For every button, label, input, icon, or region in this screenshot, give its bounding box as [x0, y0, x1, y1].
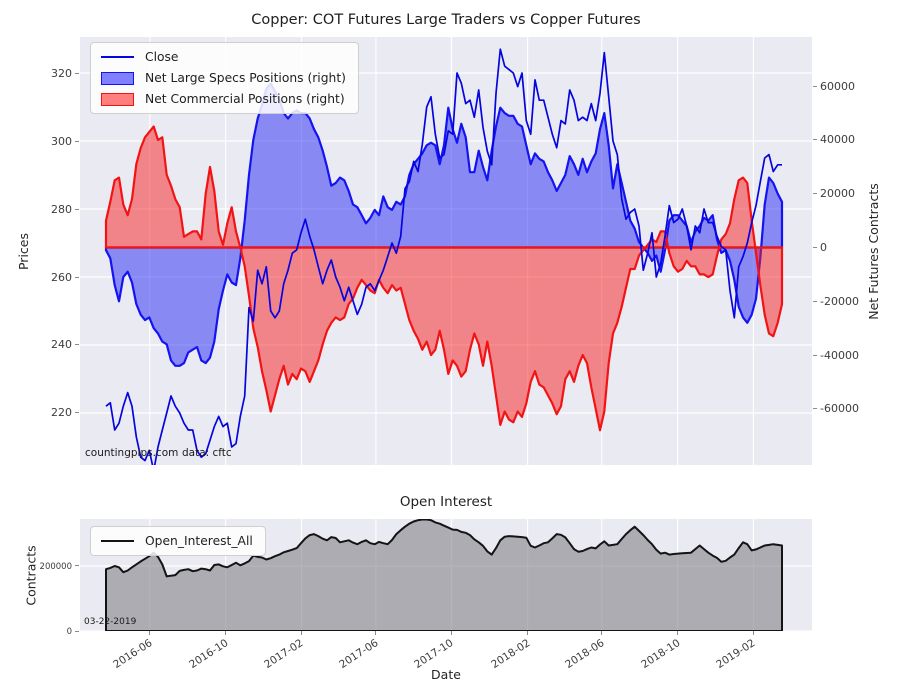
tick-mark	[813, 247, 817, 248]
contracts-tick-label: 0	[820, 241, 827, 254]
commercials-area-swatch	[101, 92, 134, 106]
close-line-swatch	[101, 56, 134, 58]
contracts-tick-label: -60000	[820, 402, 859, 416]
legend-label-commercials: Net Commercial Positions (right)	[145, 92, 345, 106]
price-tick-label: 280	[51, 202, 72, 216]
oi-tick-label: 0	[66, 627, 72, 637]
main-chart-title: Copper: COT Futures Large Traders vs Cop…	[251, 12, 641, 28]
tick-mark	[149, 631, 151, 635]
left-axis-label: Prices	[15, 232, 31, 270]
specs-area-swatch	[101, 71, 134, 85]
price-tick-label: 320	[51, 66, 72, 80]
contracts-tick-label: -20000	[820, 294, 859, 308]
price-tick-label: 220	[51, 406, 72, 420]
contracts-tick-label: -40000	[820, 348, 859, 362]
contracts-tick-label: 20000	[820, 187, 855, 201]
tick-mark	[75, 208, 79, 210]
oi-tick-label: 200000	[39, 561, 72, 572]
tick-mark	[225, 631, 227, 635]
contracts-tick-label: 40000	[820, 133, 855, 147]
legend-item-open-interest: Open_Interest_All	[101, 534, 253, 548]
price-tick-label: 300	[51, 134, 72, 148]
price-tick-label: 240	[51, 338, 72, 352]
tick-mark	[813, 408, 817, 410]
report-date-annotation: 03-22-2019	[84, 617, 137, 627]
tick-mark	[75, 72, 79, 74]
tick-mark	[300, 631, 302, 635]
oi-chart-title: Open Interest	[399, 494, 493, 510]
tick-mark	[601, 631, 603, 635]
tick-mark	[75, 412, 79, 414]
watermark-text: countingpips.com	[85, 447, 179, 459]
legend-item-commercials: Net Commercial Positions (right)	[101, 92, 346, 106]
tick-mark	[450, 631, 452, 635]
tick-mark	[752, 631, 754, 635]
oi-chart-legend[interactable]: Open_Interest_All	[90, 526, 266, 556]
tick-mark	[527, 631, 529, 635]
legend-item-specs: Net Large Specs Positions (right)	[101, 71, 346, 85]
tick-mark	[75, 276, 79, 278]
legend-label-specs: Net Large Specs Positions (right)	[145, 71, 346, 85]
tick-mark	[75, 630, 79, 632]
tick-mark	[75, 565, 79, 567]
tick-mark	[813, 85, 817, 87]
tick-mark	[813, 354, 817, 356]
oi-axis-label: Contracts	[23, 544, 39, 606]
main-chart-legend[interactable]: Close Net Large Specs Positions (right) …	[90, 42, 359, 114]
tick-mark	[75, 344, 79, 346]
data-source-note: data: cftc	[182, 447, 232, 459]
main-chart-plot-area	[80, 37, 812, 465]
tick-mark	[677, 631, 679, 635]
tick-mark	[75, 140, 79, 142]
tick-mark	[375, 631, 377, 635]
x-axis-label: Date	[431, 667, 461, 682]
price-tick-label: 260	[51, 270, 72, 284]
oi-line-swatch	[101, 540, 134, 542]
tick-mark	[813, 139, 817, 141]
legend-item-close: Close	[101, 50, 346, 64]
contracts-tick-label: 60000	[820, 79, 855, 93]
legend-label-close: Close	[145, 50, 179, 64]
tick-mark	[813, 193, 817, 195]
tick-mark	[813, 300, 817, 302]
legend-label-open-interest: Open_Interest_All	[145, 534, 253, 548]
oi-chart-plot-area	[80, 519, 812, 631]
oi-chart-canvas	[80, 519, 812, 631]
